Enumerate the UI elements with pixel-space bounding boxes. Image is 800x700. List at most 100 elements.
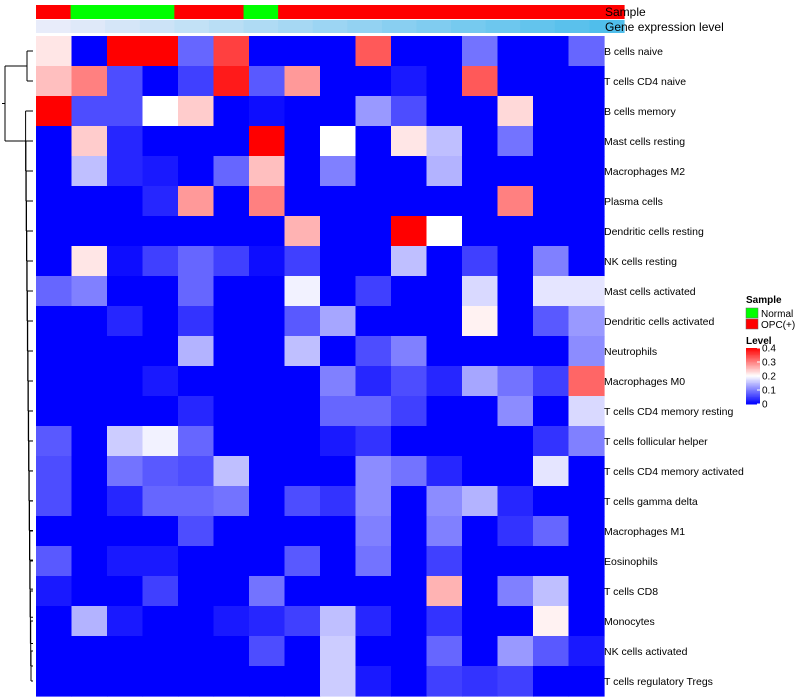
heatmap-cell <box>426 126 463 157</box>
heatmap-cell <box>213 576 250 607</box>
heatmap-cell <box>249 666 286 697</box>
colorbar-segment <box>746 376 760 378</box>
colorbar-segment <box>746 357 760 360</box>
heatmap-cell <box>497 246 534 277</box>
heatmap-cell <box>391 156 428 187</box>
heatmap-cell <box>178 216 215 247</box>
heatmap-cell <box>320 456 357 487</box>
heatmap-cell <box>426 336 463 367</box>
heatmap-cell <box>36 336 73 367</box>
heatmap-cell <box>462 216 499 247</box>
heatmap-cell <box>391 306 428 337</box>
heatmap-cell <box>533 216 570 247</box>
sample-annotation-cell <box>70 5 106 19</box>
heatmap-cell <box>178 36 215 67</box>
colorbar-segment <box>746 349 760 352</box>
heatmap-cell <box>178 396 215 427</box>
sample-annotation-cell <box>105 5 141 19</box>
legend-swatch-normal <box>745 307 759 319</box>
heatmap-cell <box>142 246 179 277</box>
heatmap-cell <box>36 216 73 247</box>
heatmap-cell <box>142 156 179 187</box>
heatmap-cell <box>320 426 357 457</box>
heatmap-cell <box>426 156 463 187</box>
heatmap-cell <box>249 156 286 187</box>
heatmap-cell <box>71 666 108 697</box>
heatmap-cell <box>36 666 73 697</box>
heatmap-cell <box>36 96 73 127</box>
heatmap-cell <box>426 606 463 637</box>
heatmap-cell <box>213 636 250 667</box>
heatmap-cell <box>462 666 499 697</box>
sample-annotation-cell <box>451 5 487 19</box>
heatmap-cell <box>355 426 392 457</box>
heatmap-cell <box>213 336 250 367</box>
heatmap-cell <box>391 186 428 217</box>
heatmap-cell <box>284 516 321 547</box>
heatmap-cell <box>320 636 357 667</box>
colorbar-segment <box>746 352 760 355</box>
heatmap-cell <box>426 246 463 277</box>
heatmap-cell <box>497 366 534 397</box>
heatmap-cell <box>249 246 286 277</box>
heatmap-cell <box>213 396 250 427</box>
expression-annotation-cell <box>208 20 245 33</box>
heatmap-cell <box>36 36 73 67</box>
heatmap-cell <box>107 246 144 277</box>
heatmap-cell <box>355 306 392 337</box>
colorbar-segment <box>746 394 760 397</box>
heatmap-cell <box>249 186 286 217</box>
heatmap-cell <box>142 606 179 637</box>
heatmap-cell <box>426 186 463 217</box>
heatmap-cell <box>497 66 534 97</box>
expression-annotation-cell <box>278 20 314 33</box>
colorbar-segment <box>746 388 760 391</box>
colorbar-segment <box>746 402 760 405</box>
row-label: T cells follicular helper <box>604 436 708 448</box>
heatmap-cell <box>249 96 286 127</box>
heatmap-cell <box>178 66 215 97</box>
heatmap-cell <box>284 306 321 337</box>
colorbar-segment <box>746 392 760 395</box>
heatmap-cell <box>497 276 534 307</box>
heatmap-cell <box>249 126 286 157</box>
heatmap-cell <box>284 606 321 637</box>
colorbar-tick-label: 0.2 <box>762 372 776 383</box>
heatmap-cell <box>213 216 250 247</box>
heatmap-cell <box>391 96 428 127</box>
heatmap-cell <box>533 96 570 127</box>
expression-annotation-cell <box>554 20 591 33</box>
heatmap-cell <box>391 546 428 577</box>
heatmap-cell <box>213 306 250 337</box>
colorbar-segment <box>746 374 760 377</box>
heatmap-cell <box>142 546 179 577</box>
heatmap-cell <box>178 666 215 697</box>
heatmap-cell <box>391 126 428 157</box>
colorbar-segment <box>746 356 760 359</box>
heatmap-cell <box>568 276 605 307</box>
heatmap-cell <box>355 366 392 397</box>
heatmap-cell <box>355 396 392 427</box>
heatmap-cell <box>142 666 179 697</box>
heatmap-cell <box>533 426 570 457</box>
heatmap-cell <box>462 66 499 97</box>
heatmap-cell <box>391 636 428 667</box>
heatmap-cell <box>355 156 392 187</box>
colorbar-segment <box>746 387 760 390</box>
heatmap-cell <box>249 216 286 247</box>
heatmap-cell <box>71 186 108 217</box>
heatmap-cell <box>284 126 321 157</box>
row-label: B cells memory <box>604 106 677 118</box>
colorbar-segment <box>746 355 760 357</box>
legend-label-opc: OPC(+) <box>761 320 795 331</box>
heatmap-cell <box>533 606 570 637</box>
heatmap-cell <box>462 396 499 427</box>
heatmap-cell <box>497 546 534 577</box>
heatmap-cell <box>426 456 463 487</box>
heatmap-cell <box>320 576 357 607</box>
heatmap-cell <box>462 126 499 157</box>
heatmap-cell <box>533 186 570 217</box>
heatmap-cell <box>391 246 428 277</box>
heatmap-cell <box>36 366 73 397</box>
heatmap-cell <box>213 606 250 637</box>
